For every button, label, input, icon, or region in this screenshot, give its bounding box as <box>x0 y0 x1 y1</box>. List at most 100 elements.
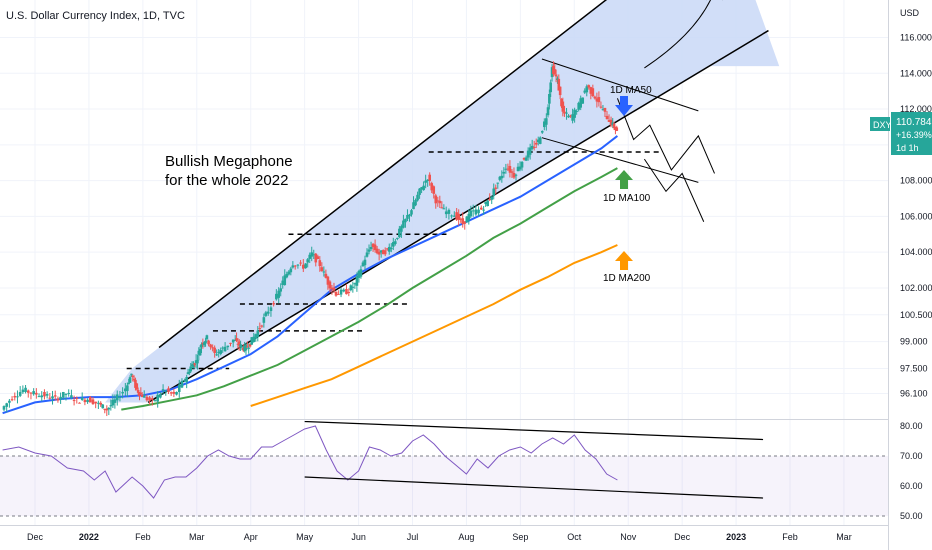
candle-body[interactable] <box>577 102 580 110</box>
candle-body[interactable] <box>436 200 440 202</box>
candle-body[interactable] <box>86 399 89 403</box>
candle-body[interactable] <box>304 263 307 269</box>
candle-body[interactable] <box>406 215 409 219</box>
candle-body[interactable] <box>189 366 193 372</box>
candle-body[interactable] <box>260 325 264 327</box>
candle-body[interactable] <box>107 407 111 410</box>
candle-body[interactable] <box>410 210 413 215</box>
candle-body[interactable] <box>138 392 141 396</box>
candle-body[interactable] <box>99 402 103 405</box>
candle-body[interactable] <box>239 344 242 348</box>
time-axis[interactable]: Dec 2022 Feb Mar Apr May Jun Jul Aug Sep Oct Nov Dec… <box>27 532 852 542</box>
candle-body[interactable] <box>40 395 44 398</box>
candle-body[interactable] <box>26 390 30 393</box>
candle-body[interactable] <box>334 291 338 296</box>
candle-body[interactable] <box>416 194 419 201</box>
candle-body[interactable] <box>490 196 494 200</box>
candle-body[interactable] <box>64 393 68 395</box>
candle-body[interactable] <box>591 88 595 97</box>
candle-body[interactable] <box>256 330 260 337</box>
candle-body[interactable] <box>5 403 8 407</box>
candle-body[interactable] <box>80 397 84 400</box>
candle-body[interactable] <box>479 207 483 210</box>
candle-body[interactable] <box>550 67 554 78</box>
candle-body[interactable] <box>113 399 117 403</box>
candle-body[interactable] <box>59 396 62 400</box>
candle-body[interactable] <box>109 405 113 407</box>
candle-body[interactable] <box>97 402 100 404</box>
megaphone-top-line[interactable] <box>158 0 634 349</box>
candle-body[interactable] <box>593 96 597 99</box>
broadening-top-line[interactable] <box>541 58 699 112</box>
rsi-line[interactable] <box>2 425 618 499</box>
candle-body[interactable] <box>609 119 613 126</box>
downside-projection-path[interactable] <box>643 158 705 222</box>
candle-body[interactable] <box>349 285 353 291</box>
candle-body[interactable] <box>21 389 25 393</box>
candle-body[interactable] <box>363 259 367 266</box>
candle-body[interactable] <box>139 392 143 394</box>
candle-body[interactable] <box>504 168 508 170</box>
candle-body[interactable] <box>369 247 373 250</box>
candle-body[interactable] <box>293 265 297 267</box>
candle-body[interactable] <box>296 264 300 266</box>
candle-body[interactable] <box>287 271 291 275</box>
candle-body[interactable] <box>145 396 149 401</box>
candle-body[interactable] <box>128 377 132 383</box>
candle-body[interactable] <box>231 339 235 343</box>
candle-body[interactable] <box>240 346 244 348</box>
candle-body[interactable] <box>538 137 542 144</box>
candle-body[interactable] <box>597 97 601 103</box>
candle-body[interactable] <box>223 346 227 352</box>
candle-body[interactable] <box>320 267 324 271</box>
candle-body[interactable] <box>396 237 399 239</box>
candle-body[interactable] <box>213 347 216 354</box>
candle-body[interactable] <box>209 344 212 348</box>
candle-body[interactable] <box>342 289 346 292</box>
candle-body[interactable] <box>328 281 332 289</box>
candle-body[interactable] <box>453 215 456 217</box>
candle-body[interactable] <box>185 376 188 382</box>
candle-body[interactable] <box>243 345 246 351</box>
rsi-trend-top-line[interactable] <box>304 421 764 441</box>
candle-body[interactable] <box>520 161 524 168</box>
candle-body[interactable] <box>75 397 79 399</box>
candle-body[interactable] <box>373 244 377 251</box>
candle-body[interactable] <box>264 312 268 316</box>
candle-body[interactable] <box>2 406 6 410</box>
candle-body[interactable] <box>281 280 285 285</box>
candle-body[interactable] <box>532 147 536 149</box>
candle-body[interactable] <box>595 98 599 102</box>
candle-body[interactable] <box>202 342 206 346</box>
candle-body[interactable] <box>418 188 421 195</box>
candle-body[interactable] <box>24 387 27 392</box>
candle-body[interactable] <box>508 165 512 173</box>
candle-body[interactable] <box>316 256 320 259</box>
candle-body[interactable] <box>252 336 256 342</box>
candle-body[interactable] <box>121 391 124 394</box>
candle-body[interactable] <box>536 139 540 143</box>
candle-body[interactable] <box>611 122 615 126</box>
candle-body[interactable] <box>514 174 518 176</box>
candle-body[interactable] <box>124 388 127 392</box>
candle-body[interactable] <box>200 344 203 348</box>
candle-body[interactable] <box>190 364 194 367</box>
price-axis-ticks[interactable]: 116.000114.000112.000110.000108.000106.0… <box>900 33 932 399</box>
candle-body[interactable] <box>312 254 316 256</box>
candle-body[interactable] <box>235 338 238 341</box>
candle-body[interactable] <box>91 399 95 405</box>
ma50-line[interactable] <box>2 135 619 415</box>
candle-body[interactable] <box>560 98 563 107</box>
candle-body[interactable] <box>339 289 343 295</box>
candle-body[interactable] <box>558 86 562 96</box>
candle-body[interactable] <box>524 157 528 161</box>
candle-body[interactable] <box>161 389 165 391</box>
candle-body[interactable] <box>583 90 587 93</box>
candle-body[interactable] <box>193 363 197 366</box>
candle-body[interactable] <box>205 335 209 340</box>
candle-body[interactable] <box>217 351 220 353</box>
candle-body[interactable] <box>306 259 309 263</box>
candle-body[interactable] <box>477 209 480 214</box>
candle-body[interactable] <box>482 209 485 211</box>
candle-body[interactable] <box>530 145 534 149</box>
